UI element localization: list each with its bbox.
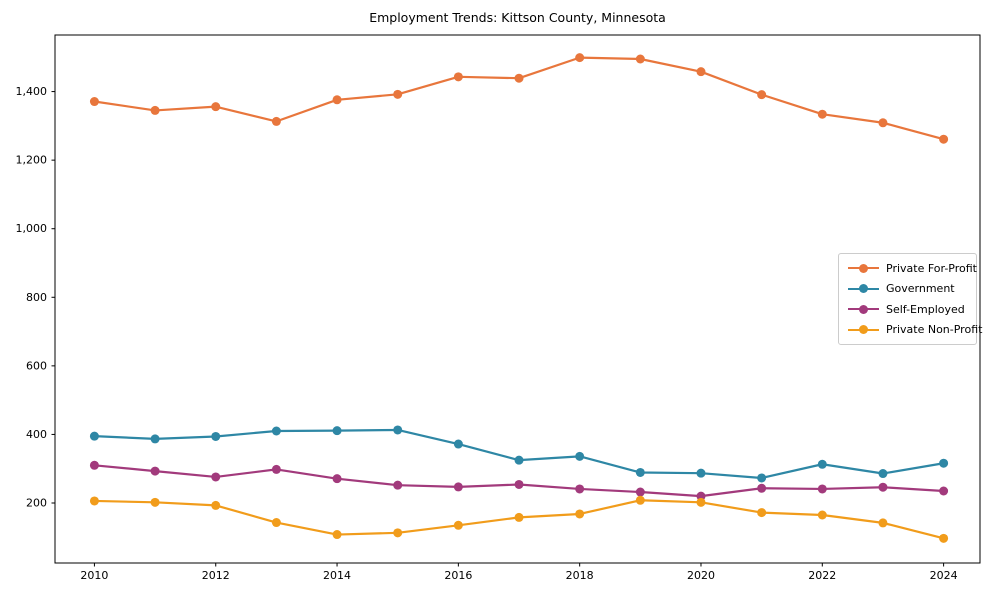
- data-point-private-for-profit-2015: [393, 89, 403, 99]
- data-point-private-non-profit-2017: [514, 512, 524, 522]
- y-tick-label: 800: [26, 291, 47, 304]
- data-point-government-2013: [271, 426, 281, 436]
- data-point-self-employed-2011: [150, 466, 160, 476]
- x-tick-label: 2010: [80, 569, 108, 582]
- data-point-private-non-profit-2011: [150, 497, 160, 507]
- y-tick-label: 1,200: [16, 154, 48, 167]
- x-tick-label: 2016: [444, 569, 472, 582]
- data-point-private-non-profit-2016: [453, 520, 463, 530]
- data-point-private-non-profit-2022: [817, 510, 827, 520]
- line-marker-icon: [848, 263, 879, 274]
- data-point-self-employed-2020: [696, 491, 706, 501]
- data-point-private-for-profit-2013: [271, 116, 281, 126]
- data-point-government-2010: [89, 431, 99, 441]
- data-point-self-employed-2019: [635, 487, 645, 497]
- data-point-private-for-profit-2019: [635, 54, 645, 64]
- data-point-private-for-profit-2022: [817, 109, 827, 119]
- data-point-private-non-profit-2014: [332, 530, 342, 540]
- data-point-self-employed-2018: [575, 484, 585, 494]
- plot-frame: [54, 34, 981, 564]
- data-point-self-employed-2022: [817, 484, 827, 494]
- data-point-private-for-profit-2020: [696, 67, 706, 77]
- x-tick-label: 2022: [808, 569, 836, 582]
- legend-item-government: Government: [848, 279, 970, 300]
- x-tick-label: 2020: [687, 569, 715, 582]
- data-point-government-2019: [635, 467, 645, 477]
- data-point-private-non-profit-2021: [757, 508, 767, 518]
- data-point-self-employed-2015: [393, 480, 403, 490]
- data-point-government-2024: [939, 458, 949, 468]
- data-point-private-for-profit-2010: [89, 97, 99, 107]
- data-point-government-2012: [211, 431, 221, 441]
- x-tick-label: 2024: [930, 569, 958, 582]
- data-point-self-employed-2023: [878, 482, 888, 492]
- line-marker-icon: [848, 304, 879, 315]
- data-point-self-employed-2017: [514, 479, 524, 489]
- series-line-private-for-profit: [94, 56, 944, 141]
- data-point-private-for-profit-2011: [150, 105, 160, 115]
- legend-label: Private For-Profit: [886, 261, 977, 275]
- legend-item-self-employed: Self-Employed: [848, 299, 970, 320]
- legend: Private For-Profit Government Self-Emplo…: [838, 253, 982, 345]
- data-point-private-for-profit-2018: [575, 53, 585, 63]
- data-point-government-2018: [575, 451, 585, 461]
- data-point-government-2023: [878, 469, 888, 479]
- data-point-government-2015: [393, 425, 403, 435]
- data-point-government-2017: [514, 455, 524, 465]
- data-point-private-for-profit-2017: [514, 73, 524, 83]
- legend-item-private-non-profit: Private Non-Profit: [848, 320, 982, 341]
- data-point-private-non-profit-2024: [939, 533, 949, 543]
- data-point-private-non-profit-2020: [696, 497, 706, 507]
- y-tick-label: 400: [26, 428, 47, 441]
- data-point-government-2022: [817, 459, 827, 469]
- data-point-self-employed-2014: [332, 474, 342, 484]
- legend-label: Government: [886, 282, 955, 296]
- legend-item-private-for-profit: Private For-Profit: [848, 258, 977, 279]
- y-tick-label: 200: [26, 497, 47, 510]
- data-point-private-non-profit-2015: [393, 528, 403, 538]
- data-point-self-employed-2016: [453, 482, 463, 492]
- data-point-private-for-profit-2014: [332, 95, 342, 105]
- y-tick-label: 1,400: [16, 85, 48, 98]
- data-point-self-employed-2021: [757, 483, 767, 493]
- data-point-private-non-profit-2010: [89, 496, 99, 506]
- x-tick-label: 2012: [202, 569, 230, 582]
- data-point-private-non-profit-2018: [575, 509, 585, 519]
- series-line-government: [94, 428, 944, 480]
- data-point-private-non-profit-2013: [271, 518, 281, 528]
- data-point-self-employed-2012: [211, 472, 221, 482]
- data-point-private-for-profit-2012: [211, 102, 221, 112]
- chart-title: Employment Trends: Kittson County, Minne…: [369, 10, 666, 25]
- data-point-private-non-profit-2023: [878, 518, 888, 528]
- legend-label: Private Non-Profit: [886, 323, 983, 337]
- data-point-government-2021: [757, 473, 767, 483]
- data-point-self-employed-2010: [89, 460, 99, 470]
- data-point-government-2014: [332, 426, 342, 436]
- data-point-government-2016: [453, 439, 463, 449]
- line-marker-icon: [848, 283, 879, 294]
- data-point-private-for-profit-2023: [878, 118, 888, 128]
- x-tick-label: 2018: [566, 569, 594, 582]
- data-point-self-employed-2013: [271, 464, 281, 474]
- data-point-private-for-profit-2021: [757, 90, 767, 100]
- data-point-private-non-profit-2012: [211, 500, 221, 510]
- line-marker-icon: [848, 324, 879, 335]
- data-point-self-employed-2024: [939, 486, 949, 496]
- data-point-private-for-profit-2024: [939, 134, 949, 144]
- y-tick-label: 1,000: [16, 222, 48, 235]
- data-point-government-2011: [150, 434, 160, 444]
- data-point-government-2020: [696, 468, 706, 478]
- legend-label: Self-Employed: [886, 302, 965, 316]
- data-point-private-non-profit-2019: [635, 495, 645, 505]
- data-point-private-for-profit-2016: [453, 72, 463, 82]
- y-tick-label: 600: [26, 359, 47, 372]
- x-tick-label: 2014: [323, 569, 351, 582]
